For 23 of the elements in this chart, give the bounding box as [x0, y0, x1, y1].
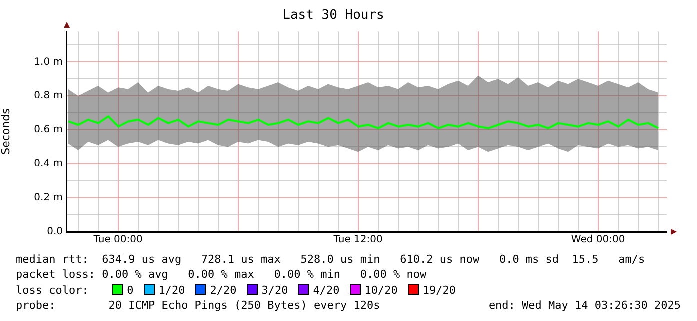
chart-title: Last 30 Hours: [282, 8, 384, 24]
y-tick-label: 0.4 m: [34, 158, 63, 170]
legend-label: 3/20: [262, 284, 288, 297]
x-tick-label: Tue 12:00: [332, 234, 383, 246]
x-tick-label: Tue 00:00: [92, 234, 143, 246]
legend-label: 1/20: [158, 284, 186, 297]
x-tick-label: Wed 00:00: [571, 234, 626, 246]
y-tick-label: 0.8 m: [34, 90, 63, 102]
y-axis-title: Seconds: [0, 108, 12, 155]
legend-title: loss color:: [16, 284, 89, 297]
y-tick-label: 0.6 m: [34, 124, 63, 136]
y-tick-label: 1.0 m: [34, 56, 63, 68]
legend-label: 19/20: [422, 284, 456, 297]
y-tick-label: 0.0: [47, 226, 63, 238]
legend-label: 0: [127, 284, 134, 297]
legend-label: 10/20: [364, 284, 398, 297]
legend-label: 2/20: [210, 284, 237, 297]
text: median rtt: 634.9 us avg 728.1 us max 528.0 us min 610.2 us now 0.0 ms sd 15.5 am/s: [16, 253, 646, 267]
text: end: Wed May 14 03:26:30 2025: [488, 299, 681, 313]
text: packet loss: 0.00 % avg 0.00 % max 0.00 % min 0.00 % now: [16, 268, 427, 282]
legend-label: 4/20: [313, 284, 340, 297]
y-tick-label: 0.2 m: [34, 192, 63, 204]
text: probe: 20 ICMP Echo Pings (250 Bytes) every 120s: [16, 299, 380, 313]
